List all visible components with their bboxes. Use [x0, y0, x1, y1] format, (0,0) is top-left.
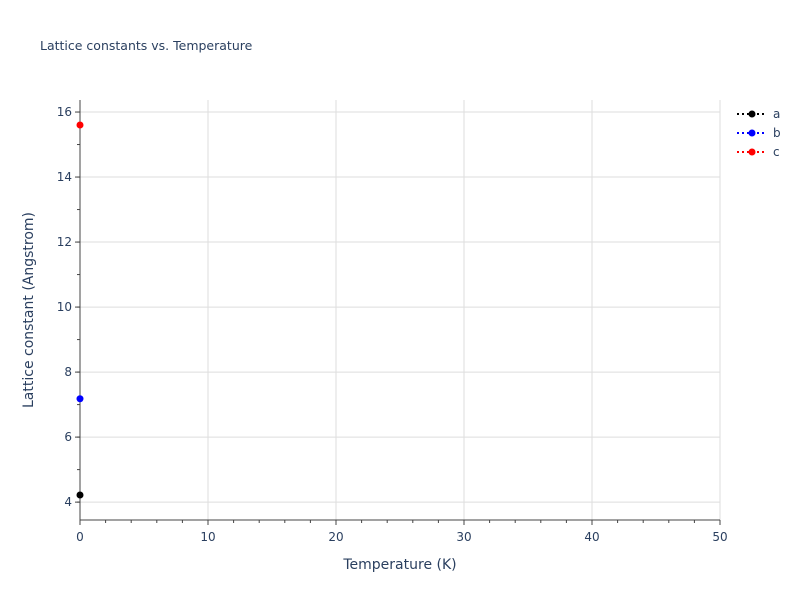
x-axis-label: Temperature (K)	[342, 557, 456, 573]
x-tick-label: 10	[200, 530, 215, 544]
y-axis-label: Lattice constant (Angstrom)	[21, 212, 37, 408]
x-tick-label: 0	[76, 530, 84, 544]
legend-marker-b	[748, 129, 756, 137]
x-tick-label: 30	[456, 530, 471, 544]
data-point-b	[76, 395, 84, 403]
legend-label-b: b	[773, 126, 781, 140]
legend-label-a: a	[773, 107, 780, 121]
legend-marker-a	[748, 110, 756, 118]
y-tick-label: 8	[64, 365, 72, 379]
x-tick-label: 20	[328, 530, 343, 544]
chart-title: Lattice constants vs. Temperature	[40, 38, 253, 53]
y-tick-label: 4	[64, 495, 72, 509]
x-tick-label: 50	[712, 530, 727, 544]
y-tick-label: 16	[57, 105, 72, 119]
legend-label-c: c	[773, 145, 780, 159]
data-point-c	[76, 121, 84, 129]
x-tick-label: 40	[584, 530, 599, 544]
y-tick-label: 10	[57, 300, 72, 314]
data-point-a	[76, 491, 84, 499]
y-tick-label: 6	[64, 430, 72, 444]
y-tick-label: 12	[57, 235, 72, 249]
y-tick-label: 14	[57, 170, 72, 184]
legend-marker-c	[748, 148, 756, 156]
